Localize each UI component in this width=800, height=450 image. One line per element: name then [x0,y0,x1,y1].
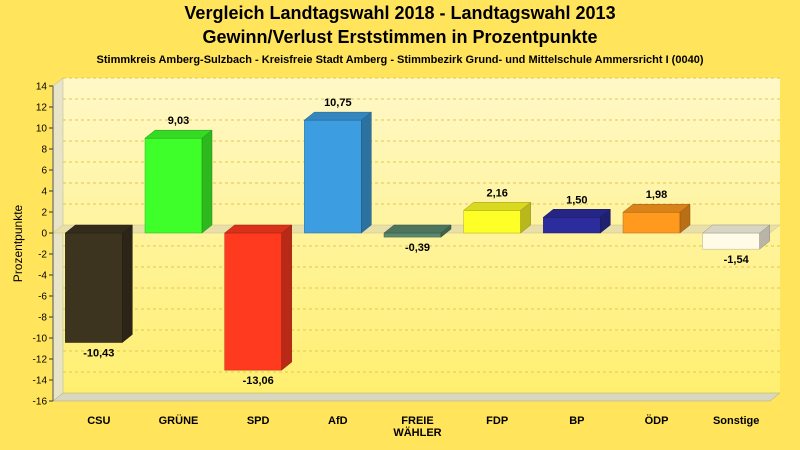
y-tick-label: -12 [33,355,48,366]
y-tick-label: -2 [38,250,47,261]
chart-subtitle-location: Stimmkreis Amberg-Sulzbach - Kreisfreie … [96,54,704,66]
chart-subtitle: Gewinn/Verlust Erststimmen in Prozentpun… [202,27,598,47]
bar-top [542,209,612,218]
bar-grüne [144,129,213,234]
chart-title: Vergleich Landtagswahl 2018 - Landtagswa… [184,3,616,23]
x-category-label: GRÜNE [159,414,199,427]
bar-value-label: 2,16 [486,187,507,199]
bar-spd [223,224,293,371]
bar-front [543,217,601,234]
y-tick-label: -4 [38,271,47,282]
y-tick-label: 2 [41,208,47,219]
x-category-label: FDP [486,415,508,427]
y-tick-label: -8 [38,313,47,324]
y-tick-label: -16 [33,397,48,408]
bar-top [303,111,373,121]
bar-value-label: 1,50 [566,194,587,206]
bar-side [361,111,372,234]
y-axis-label: Prozentpunkte [11,204,25,282]
bar-front [144,137,203,234]
bar-front [622,211,681,234]
x-category-label: ÖDP [645,414,669,427]
plot-floor [52,392,781,402]
y-tick-label: -6 [38,292,47,303]
bar-value-label: 9,03 [168,115,189,127]
bar-top [144,129,213,139]
y-tick-label: 10 [36,124,48,135]
bar-value-label: -1,54 [724,254,750,266]
y-tick-label: 14 [36,82,48,93]
bar-front [304,119,362,234]
bar-csu [64,224,134,344]
bar-value-label: 10,75 [324,97,352,109]
bar-value-label: -0,39 [405,242,430,254]
bar-value-label: -10,43 [83,348,114,360]
bar-front [65,232,123,343]
bar-front [224,232,282,371]
x-category-label: SPD [247,415,270,427]
bar-top [462,202,532,211]
bar-bp [542,208,612,234]
bar-front [702,232,760,250]
x-category-label: AfD [328,415,348,427]
y-tick-label: 0 [41,229,47,240]
bar-top [622,203,691,213]
bar-afd [303,111,373,234]
y-tick-label: 8 [41,145,47,156]
bar-front [383,232,442,238]
bar-side [281,224,292,371]
bar-sonstige [701,224,771,250]
y-tick-label: -14 [33,376,48,387]
bar-ödp [622,203,691,234]
plot-side-wall [52,77,64,402]
bar-side [201,129,213,234]
bar-value-label: 1,98 [646,189,667,201]
bar-top [223,224,293,234]
bar-front [463,210,521,234]
x-category-label: CSU [87,415,110,427]
bar-top [701,224,771,234]
bar-freie-wähler [383,224,452,238]
bar-side [122,224,133,344]
x-category-label: Sonstige [713,415,759,427]
bar-fdp [462,201,532,234]
y-tick-label: 4 [41,187,47,198]
y-tick-label: 12 [36,103,48,114]
y-tick-label: -10 [33,334,48,345]
y-tick-label: 6 [41,166,47,177]
bar-top [383,224,452,234]
x-category-label: WÄHLER [393,426,441,439]
x-category-label: BP [569,415,584,427]
x-category-label: FREIE [401,415,433,427]
bar-top [64,224,134,234]
bar-value-label: -13,06 [243,375,274,387]
